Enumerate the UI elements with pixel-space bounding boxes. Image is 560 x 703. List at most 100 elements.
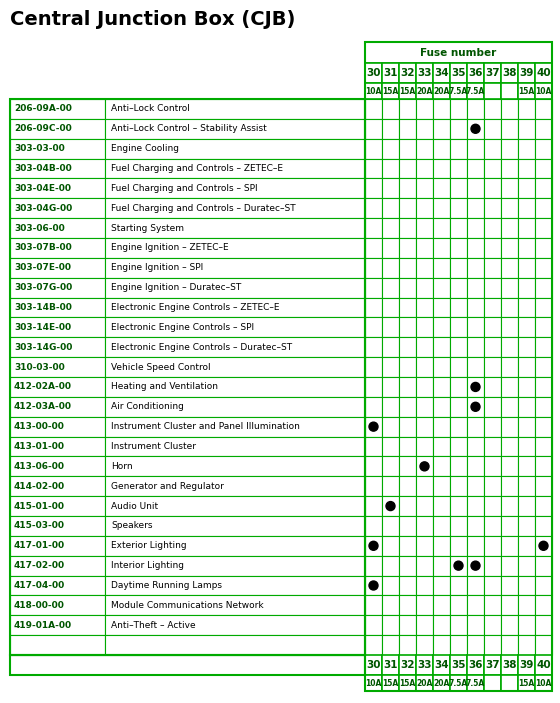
Bar [382,337,399,357]
Text: 413-00-00: 413-00-00 [14,422,65,431]
Bar [105,179,365,198]
Bar [501,477,518,496]
Bar [416,635,433,655]
Bar [365,119,382,138]
Bar [450,198,467,218]
Bar [450,159,467,179]
Bar [416,397,433,417]
Bar [518,456,535,477]
Text: 303-06-00: 303-06-00 [14,224,65,233]
Bar [382,218,399,238]
Bar [433,555,450,576]
Text: 303-07E-00: 303-07E-00 [14,264,71,272]
Bar [467,477,484,496]
Bar [501,536,518,555]
Bar [416,63,433,83]
Bar [467,179,484,198]
Text: Central Junction Box (CJB): Central Junction Box (CJB) [10,10,295,29]
Text: Anti–Lock Control – Stability Assist: Anti–Lock Control – Stability Assist [111,124,267,134]
Bar [433,437,450,456]
Text: 30: 30 [366,660,381,670]
Bar [10,456,105,477]
Bar [433,496,450,516]
Bar [535,297,552,318]
Bar [467,218,484,238]
Bar [535,159,552,179]
Bar [484,437,501,456]
Bar [501,83,518,99]
Bar [365,615,382,635]
Text: 303-14E-00: 303-14E-00 [14,323,71,332]
Bar [484,357,501,377]
Bar [105,417,365,437]
Text: Anti–Theft – Active: Anti–Theft – Active [111,621,195,630]
Text: Vehicle Speed Control: Vehicle Speed Control [111,363,211,372]
Bar [450,318,467,337]
Bar [10,258,105,278]
Bar [382,119,399,138]
Circle shape [471,382,480,392]
Text: 30: 30 [366,68,381,78]
Text: 38: 38 [502,660,517,670]
Bar [10,198,105,218]
Bar [467,675,484,691]
Text: 415-01-00: 415-01-00 [14,501,65,510]
Text: Audio Unit: Audio Unit [111,501,158,510]
Bar [484,576,501,595]
Bar [467,278,484,297]
Bar [467,337,484,357]
Circle shape [471,124,480,134]
Bar [518,99,535,119]
Bar [433,99,450,119]
Text: 31: 31 [383,68,398,78]
Bar [399,63,416,83]
Bar [450,238,467,258]
Bar [105,198,365,218]
Circle shape [539,541,548,550]
Bar [399,238,416,258]
Bar [10,595,105,615]
Bar [105,318,365,337]
Bar [450,83,467,99]
Text: 419-01A-00: 419-01A-00 [14,621,72,630]
Bar [501,258,518,278]
Text: Electronic Engine Controls – Duratec–ST: Electronic Engine Controls – Duratec–ST [111,343,292,352]
Bar [484,159,501,179]
Bar [433,258,450,278]
Bar [467,63,484,83]
Bar [10,635,105,655]
Text: 40: 40 [536,660,551,670]
Bar [433,477,450,496]
Bar [535,238,552,258]
Bar [365,536,382,555]
Bar [535,615,552,635]
Bar [105,477,365,496]
Bar [484,238,501,258]
Text: Engine Ignition – Duratec–ST: Engine Ignition – Duratec–ST [111,283,241,292]
Text: 15A: 15A [399,86,416,96]
Bar [105,278,365,297]
Bar [416,218,433,238]
Text: 303-03-00: 303-03-00 [14,144,65,153]
Bar [518,496,535,516]
Bar [518,179,535,198]
Bar [467,198,484,218]
Text: 303-07G-00: 303-07G-00 [14,283,72,292]
Bar [450,635,467,655]
Text: Air Conditioning: Air Conditioning [111,402,184,411]
Bar [105,138,365,159]
Bar [399,357,416,377]
Text: 15A: 15A [382,86,399,96]
Text: 7.5A: 7.5A [449,86,468,96]
Bar [535,377,552,397]
Bar [518,119,535,138]
Bar [10,496,105,516]
Bar [535,437,552,456]
Bar [518,297,535,318]
Bar [10,377,105,397]
Bar [416,377,433,397]
Bar [382,318,399,337]
Bar [416,198,433,218]
Bar [365,159,382,179]
Text: 303-07B-00: 303-07B-00 [14,243,72,252]
